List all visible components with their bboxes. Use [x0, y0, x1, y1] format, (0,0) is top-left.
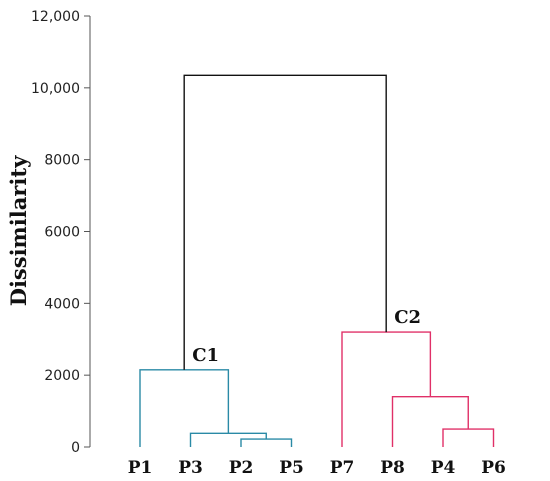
y-axis-title: Dissimilarity [6, 155, 31, 306]
cluster-label-c2: C2 [394, 307, 421, 328]
y-tick-label: 12,000 [31, 9, 80, 25]
leaf-label-p2: P2 [229, 458, 254, 478]
cluster-label-c1: C1 [192, 345, 219, 366]
dendrogram-links [139, 74, 495, 447]
dendrogram-link-p1-p3_p2_p5 [139, 369, 230, 447]
y-tick-label: 10,000 [31, 81, 80, 97]
leaf-label-p4: P4 [431, 458, 456, 478]
y-tick-label: 8000 [44, 153, 80, 169]
dendrogram-link-c1-c2 [183, 74, 387, 370]
dendrogram-link-p4-p6 [442, 428, 495, 447]
y-tick-label: 6000 [44, 225, 80, 241]
leaf-labels: P1 P3 P2 P5 P7 P8 P4 P6 [128, 458, 506, 478]
leaf-label-p6: P6 [481, 458, 506, 478]
leaf-label-p7: P7 [330, 458, 355, 478]
dendrogram-link-p7-p8_p4_p6 [341, 331, 432, 447]
leaf-label-p1: P1 [128, 458, 153, 478]
dendrogram-link-p8-p4_p6 [391, 396, 469, 447]
dendrogram-link-p2-p5 [240, 438, 293, 447]
y-axis-ticks: 0 2000 4000 6000 8000 10,000 12,000 [31, 9, 90, 456]
dendrogram-link-p3-p2_p5 [189, 432, 267, 447]
leaf-label-p5: P5 [279, 458, 304, 478]
cluster-labels: C1 C2 [192, 307, 421, 366]
leaf-label-p8: P8 [380, 458, 405, 478]
y-tick-label: 2000 [44, 368, 80, 384]
y-tick-label: 4000 [44, 296, 80, 312]
leaf-label-p3: P3 [178, 458, 203, 478]
y-tick-label: 0 [71, 440, 80, 456]
